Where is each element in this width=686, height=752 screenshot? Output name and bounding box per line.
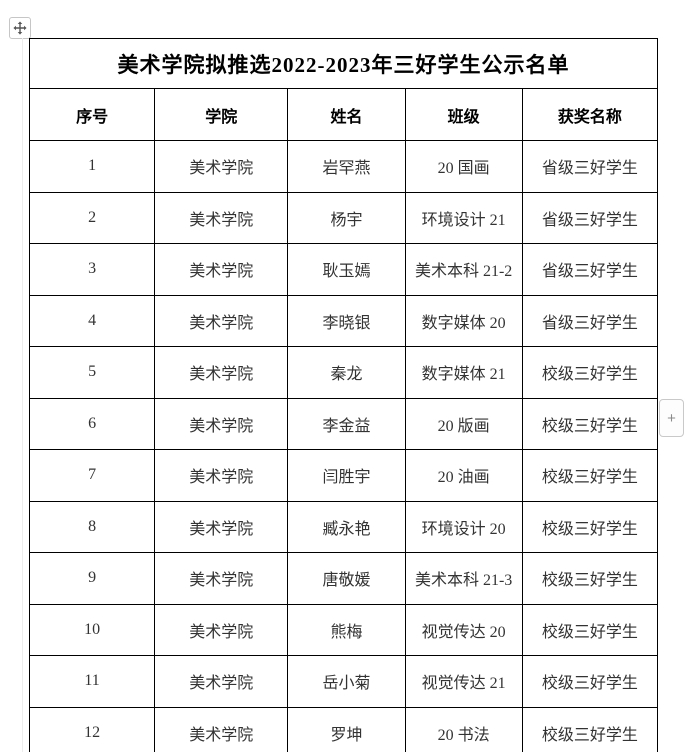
cell-award[interactable]: 省级三好学生 — [521, 140, 659, 193]
cell-class[interactable]: 数字媒体 20 — [404, 294, 523, 347]
page-margin-line — [22, 38, 23, 752]
table-row: 3 美术学院 耿玉嫣 美术本科 21-2 省级三好学生 — [28, 243, 659, 296]
cell-award[interactable]: 校级三好学生 — [521, 603, 659, 656]
cell-college[interactable]: 美术学院 — [154, 140, 289, 193]
cell-college[interactable]: 美术学院 — [154, 191, 289, 244]
cell-college[interactable]: 美术学院 — [154, 243, 289, 296]
plus-button[interactable]: + — [659, 399, 684, 437]
cell-class[interactable]: 美术本科 21-3 — [404, 552, 523, 605]
table-row: 8 美术学院 臧永艳 环境设计 20 校级三好学生 — [28, 500, 659, 553]
cell-name[interactable]: 杨宇 — [287, 191, 406, 244]
cell-college[interactable]: 美术学院 — [154, 706, 289, 752]
table-row: 12 美术学院 罗坤 20 书法 校级三好学生 — [28, 706, 659, 752]
cell-college[interactable]: 美术学院 — [154, 397, 289, 450]
cell-name[interactable]: 岳小菊 — [287, 655, 406, 708]
cell-name[interactable]: 李晓银 — [287, 294, 406, 347]
cell-class[interactable]: 环境设计 21 — [404, 191, 523, 244]
cell-class[interactable]: 20 国画 — [404, 140, 523, 193]
table-row: 6 美术学院 李金益 20 版画 校级三好学生 — [28, 397, 659, 450]
cell-class[interactable]: 20 油画 — [404, 449, 523, 502]
column-header-name[interactable]: 姓名 — [287, 88, 406, 141]
students-table: 美术学院拟推选2022-2023年三好学生公示名单 序号 学院 姓名 班级 获奖… — [28, 38, 659, 752]
cell-award[interactable]: 校级三好学生 — [521, 449, 659, 502]
cell-name[interactable]: 熊梅 — [287, 603, 406, 656]
cell-name[interactable]: 耿玉嫣 — [287, 243, 406, 296]
cell-no[interactable]: 9 — [28, 552, 156, 605]
cell-college[interactable]: 美术学院 — [154, 603, 289, 656]
cell-award[interactable]: 省级三好学生 — [521, 243, 659, 296]
cell-name[interactable]: 闫胜宇 — [287, 449, 406, 502]
move-arrows-icon — [13, 21, 27, 35]
cell-no[interactable]: 5 — [28, 346, 156, 399]
cell-award[interactable]: 校级三好学生 — [521, 655, 659, 708]
cell-no[interactable]: 2 — [28, 191, 156, 244]
plus-icon: + — [667, 409, 676, 427]
table-move-handle[interactable] — [9, 17, 31, 39]
cell-class[interactable]: 20 版画 — [404, 397, 523, 450]
table-row: 1 美术学院 岩罕燕 20 国画 省级三好学生 — [28, 140, 659, 193]
cell-no[interactable]: 4 — [28, 294, 156, 347]
cell-award[interactable]: 校级三好学生 — [521, 346, 659, 399]
table-row: 9 美术学院 唐敬媛 美术本科 21-3 校级三好学生 — [28, 552, 659, 605]
table-title-row: 美术学院拟推选2022-2023年三好学生公示名单 — [29, 38, 658, 89]
cell-name[interactable]: 罗坤 — [287, 706, 406, 752]
cell-award[interactable]: 省级三好学生 — [521, 191, 659, 244]
cell-college[interactable]: 美术学院 — [154, 500, 289, 553]
cell-no[interactable]: 6 — [28, 397, 156, 450]
cell-college[interactable]: 美术学院 — [154, 655, 289, 708]
cell-award[interactable]: 校级三好学生 — [521, 500, 659, 553]
cell-no[interactable]: 10 — [28, 603, 156, 656]
cell-class[interactable]: 20 书法 — [404, 706, 523, 752]
column-header-serial[interactable]: 序号 — [28, 88, 156, 141]
cell-name[interactable]: 臧永艳 — [287, 500, 406, 553]
table-body: 1 美术学院 岩罕燕 20 国画 省级三好学生 2 美术学院 杨宇 环境设计 21 省级三好学生 3… — [28, 140, 659, 752]
table-row: 2 美术学院 杨宇 环境设计 21 省级三好学生 — [28, 191, 659, 244]
cell-class[interactable]: 环境设计 20 — [404, 500, 523, 553]
cell-no[interactable]: 11 — [28, 655, 156, 708]
cell-class[interactable]: 视觉传达 21 — [404, 655, 523, 708]
cell-award[interactable]: 校级三好学生 — [521, 552, 659, 605]
cell-name[interactable]: 岩罕燕 — [287, 140, 406, 193]
column-header-class[interactable]: 班级 — [404, 88, 523, 141]
cell-name[interactable]: 唐敬媛 — [287, 552, 406, 605]
cell-college[interactable]: 美术学院 — [154, 346, 289, 399]
table-title[interactable]: 美术学院拟推选2022-2023年三好学生公示名单 — [29, 38, 658, 89]
table-row: 5 美术学院 秦龙 数字媒体 21 校级三好学生 — [28, 346, 659, 399]
table-row: 10 美术学院 熊梅 视觉传达 20 校级三好学生 — [28, 603, 659, 656]
cell-class[interactable]: 数字媒体 21 — [404, 346, 523, 399]
table-header-row: 序号 学院 姓名 班级 获奖名称 — [28, 88, 659, 141]
cell-name[interactable]: 李金益 — [287, 397, 406, 450]
cell-name[interactable]: 秦龙 — [287, 346, 406, 399]
cell-no[interactable]: 1 — [28, 140, 156, 193]
cell-award[interactable]: 校级三好学生 — [521, 706, 659, 752]
cell-class[interactable]: 美术本科 21-2 — [404, 243, 523, 296]
table-row: 4 美术学院 李晓银 数字媒体 20 省级三好学生 — [28, 294, 659, 347]
column-header-college[interactable]: 学院 — [154, 88, 289, 141]
cell-no[interactable]: 3 — [28, 243, 156, 296]
table-row: 7 美术学院 闫胜宇 20 油画 校级三好学生 — [28, 449, 659, 502]
cell-class[interactable]: 视觉传达 20 — [404, 603, 523, 656]
cell-award[interactable]: 省级三好学生 — [521, 294, 659, 347]
cell-no[interactable]: 8 — [28, 500, 156, 553]
cell-no[interactable]: 12 — [28, 706, 156, 752]
cell-college[interactable]: 美术学院 — [154, 294, 289, 347]
table-row: 11 美术学院 岳小菊 视觉传达 21 校级三好学生 — [28, 655, 659, 708]
cell-award[interactable]: 校级三好学生 — [521, 397, 659, 450]
cell-college[interactable]: 美术学院 — [154, 449, 289, 502]
column-header-award[interactable]: 获奖名称 — [521, 88, 659, 141]
cell-no[interactable]: 7 — [28, 449, 156, 502]
cell-college[interactable]: 美术学院 — [154, 552, 289, 605]
